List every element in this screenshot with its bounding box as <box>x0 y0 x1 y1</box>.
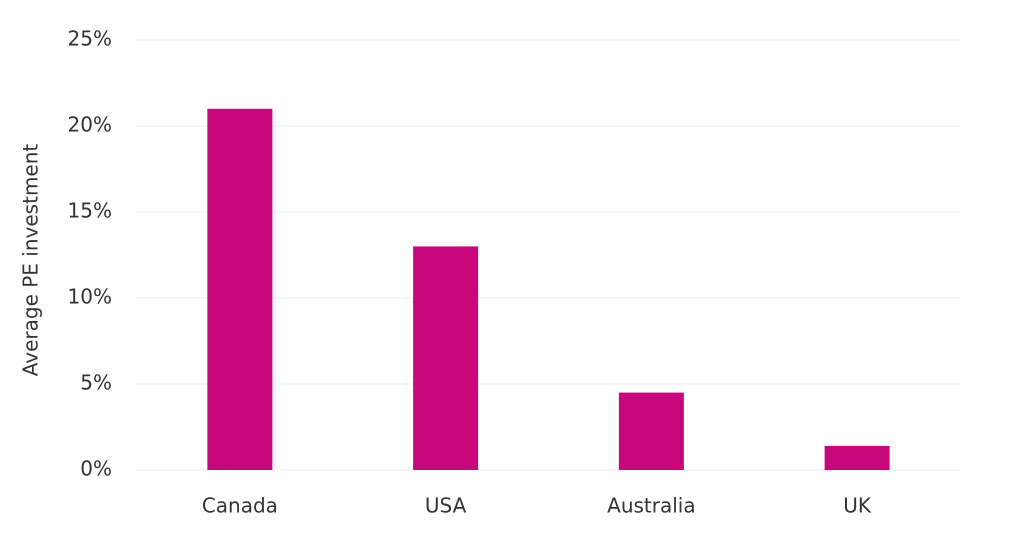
y-tick-label: 5% <box>80 371 112 395</box>
y-tick-label: 15% <box>68 199 112 223</box>
bar <box>413 246 479 470</box>
bar <box>207 108 273 471</box>
bar <box>618 392 684 470</box>
y-axis-title: Average PE investment <box>19 144 43 377</box>
y-tick-label: 25% <box>68 27 112 51</box>
x-tick-label: Canada <box>202 494 278 518</box>
y-tick-label: 20% <box>68 113 112 137</box>
y-tick-label: 10% <box>68 285 112 309</box>
x-tick-label: Australia <box>607 494 695 518</box>
x-tick-label: USA <box>425 494 467 518</box>
x-tick-label: UK <box>843 494 872 518</box>
bar <box>824 445 890 470</box>
y-tick-label: 0% <box>80 457 112 481</box>
